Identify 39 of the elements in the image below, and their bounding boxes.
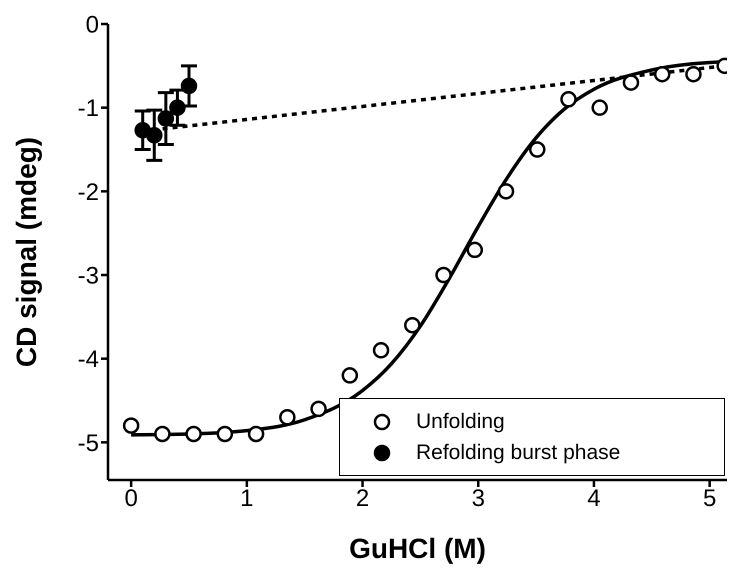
point [622,74,640,91]
legend-label: Refolding burst phase [416,440,620,464]
x-tick-label: 3 [472,485,485,512]
point [169,99,186,116]
point [146,127,163,144]
point [685,66,702,82]
point [404,316,421,334]
x-tick-label: 2 [356,485,370,512]
x-tick-label: 5 [702,485,716,512]
point [591,99,608,116]
y-tick-label: -3 [78,262,99,290]
point [180,78,198,94]
point [122,417,140,434]
point [154,426,171,442]
y-axis-title: CD signal (mdeg) [10,136,42,368]
point [498,183,514,200]
point [372,342,390,359]
point [654,66,670,82]
point [279,409,296,426]
x-axis-title: GuHCl (M) [349,533,486,564]
y-tick-label: -5 [78,430,99,457]
y-tick-label: -4 [78,346,99,374]
point [560,91,577,108]
y-tick-label: 0 [86,12,99,39]
x-tick-label: 0 [124,485,138,512]
y-tick-label: -1 [78,95,99,122]
point [158,110,174,127]
legend-label: Unfolding [416,410,505,434]
point [342,367,358,384]
point [529,141,546,158]
point [466,242,484,258]
point [310,400,327,418]
point [185,426,202,442]
y-tick-label: -2 [78,178,99,206]
point [216,426,234,442]
point [248,426,264,442]
point [435,266,452,284]
x-tick-label: 4 [587,485,601,512]
x-tick-label: 1 [240,485,254,512]
